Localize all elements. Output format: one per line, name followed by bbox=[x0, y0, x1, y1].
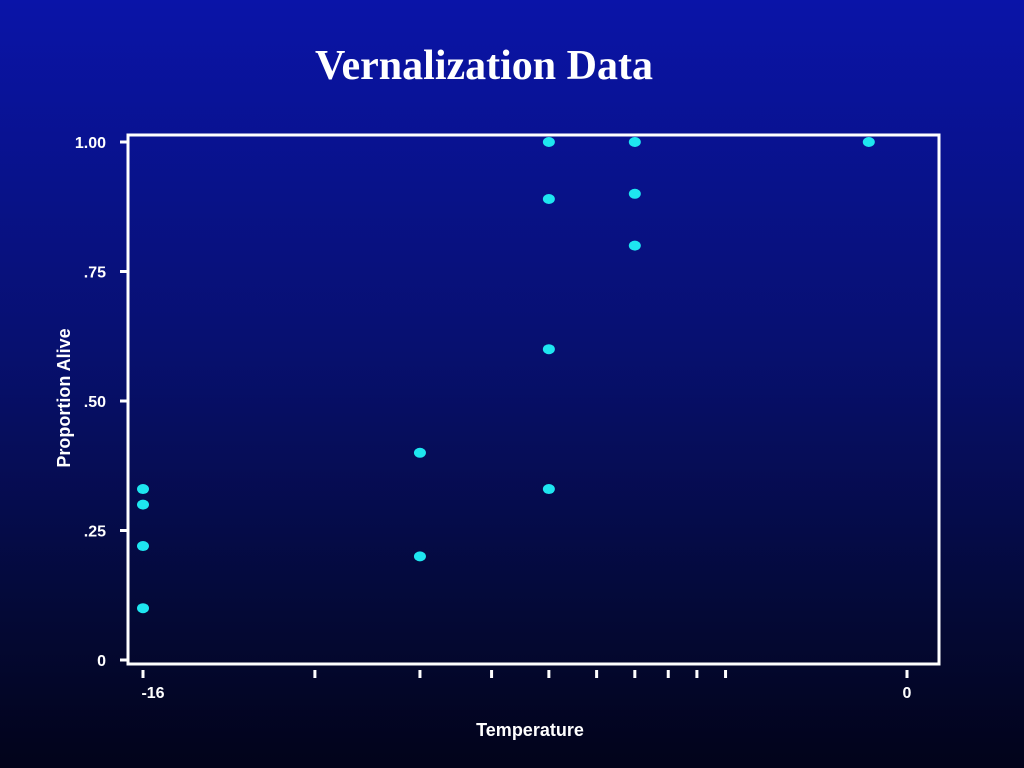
chart-title: Vernalization Data bbox=[315, 43, 653, 89]
data-point bbox=[628, 240, 641, 251]
data-point bbox=[137, 541, 149, 552]
data-point bbox=[542, 344, 555, 355]
data-point bbox=[862, 137, 875, 147]
data-point bbox=[542, 193, 555, 204]
plot-frame bbox=[126, 133, 941, 666]
y-tick-label: 1.00 bbox=[75, 135, 106, 152]
y-tick-label: .50 bbox=[84, 394, 106, 411]
data-point bbox=[628, 188, 641, 199]
data-point bbox=[137, 499, 149, 510]
data-point bbox=[542, 484, 555, 495]
data-points bbox=[137, 137, 875, 614]
y-tick-label: 0 bbox=[97, 653, 106, 670]
data-point bbox=[413, 551, 426, 562]
x-tick-label: 0 bbox=[903, 685, 912, 702]
data-point bbox=[137, 603, 149, 614]
data-point bbox=[542, 137, 555, 147]
data-point bbox=[413, 447, 426, 458]
x-tick-label: -16 bbox=[141, 685, 164, 702]
y-axis: 0 .25 .50 .75 1.00 bbox=[75, 135, 128, 670]
data-point bbox=[137, 484, 149, 495]
x-axis: -16 0 bbox=[141, 670, 912, 702]
y-tick-label: .25 bbox=[84, 524, 106, 541]
data-point bbox=[628, 137, 641, 147]
x-axis-title: Temperature bbox=[476, 720, 584, 740]
y-axis-title: Proportion Alive bbox=[54, 328, 74, 467]
y-tick-label: .75 bbox=[84, 265, 106, 282]
